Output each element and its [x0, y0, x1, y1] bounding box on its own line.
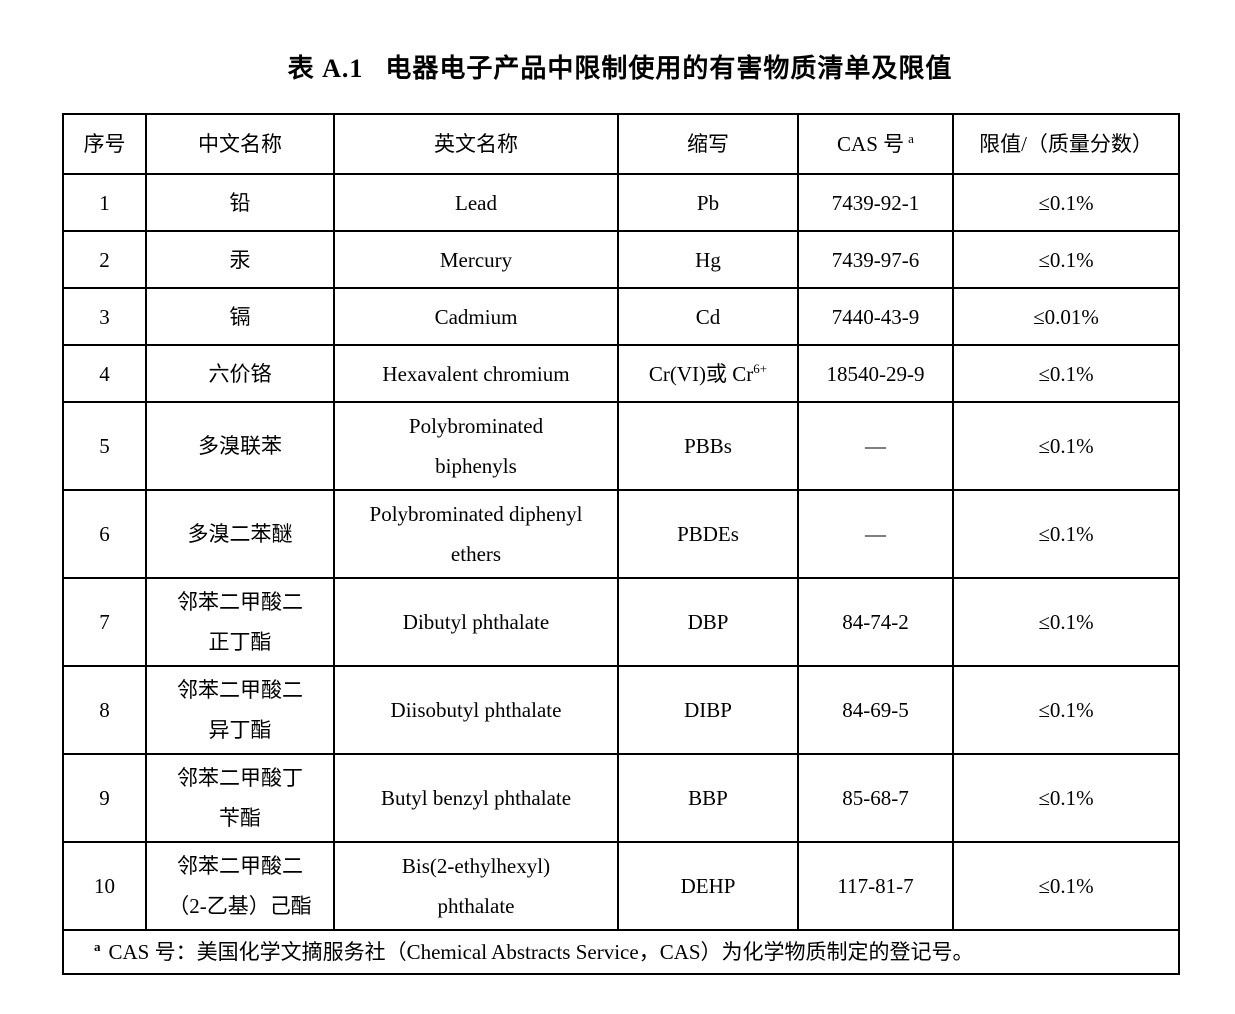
cell-name-en: Lead — [333, 173, 619, 232]
table-body: 1 铅 Lead Pb 7439-92-1 ≤0.1% 2 汞 Mercury Hg 7439-97… — [62, 173, 1180, 931]
footnote-text: CAS 号：美国化学文摘服务社（Chemical Abstracts Servi… — [108, 940, 974, 964]
table-row: 10 邻苯二甲酸二 （2-乙基）己酯 Bis(2-ethylhexyl) phtha… — [62, 841, 1180, 931]
table-row: 7 邻苯二甲酸二 正丁酯 Dibutyl phthalate DBP 84-74-2 ≤0… — [62, 577, 1180, 667]
cell-abbr: DEHP — [617, 841, 799, 931]
cell-no: 3 — [62, 287, 147, 346]
cell-no: 1 — [62, 173, 147, 232]
header-cas-superscript: a — [908, 131, 914, 146]
header-limit: 限值/（质量分数） — [952, 113, 1180, 175]
header-limit-label: 限值/（质量分数） — [979, 132, 1153, 156]
cell-cas: 18540-29-9 — [797, 344, 954, 403]
cell-name-zh: 多溴联苯 — [145, 401, 335, 491]
cell-cas: 7440-43-9 — [797, 287, 954, 346]
cell-name-en: Butyl benzyl phthalate — [333, 753, 619, 843]
header-name-zh-label: 中文名称 — [198, 132, 282, 156]
cell-name-zh: 邻苯二甲酸二 异丁酯 — [145, 665, 335, 755]
cell-limit: ≤0.1% — [952, 753, 1180, 843]
cell-no: 8 — [62, 665, 147, 755]
cell-abbr: PBBs — [617, 401, 799, 491]
document-page: 表 A.1 电器电子产品中限制使用的有害物质清单及限值 序号 中文名称 英文名称 … — [62, 52, 1180, 975]
header-name-en: 英文名称 — [333, 113, 619, 175]
cell-limit: ≤0.1% — [952, 173, 1180, 232]
table-row: 9 邻苯二甲酸丁 苄酯 Butyl benzyl phthalate BBP 85-68… — [62, 753, 1180, 843]
cell-cas: 7439-97-6 — [797, 230, 954, 289]
cell-name-en: Polybrominated biphenyls — [333, 401, 619, 491]
cell-limit: ≤0.1% — [952, 577, 1180, 667]
table-caption-label: 表 A.1 — [287, 54, 364, 83]
cell-limit: ≤0.1% — [952, 401, 1180, 491]
cell-limit: ≤0.1% — [952, 230, 1180, 289]
header-name-en-label: 英文名称 — [434, 132, 518, 156]
cell-name-en: Polybrominated diphenyl ethers — [333, 489, 619, 579]
cell-name-en: Hexavalent chromium — [333, 344, 619, 403]
cell-name-zh: 多溴二苯醚 — [145, 489, 335, 579]
cell-abbr: Pb — [617, 173, 799, 232]
cell-name-zh: 镉 — [145, 287, 335, 346]
table-row: 5 多溴联苯 Polybrominated biphenyls PBBs — ≤0.1% — [62, 401, 1180, 491]
cell-abbr: DIBP — [617, 665, 799, 755]
cell-name-zh: 汞 — [145, 230, 335, 289]
cell-no: 10 — [62, 841, 147, 931]
cell-cas: 7439-92-1 — [797, 173, 954, 232]
table-row: 3 镉 Cadmium Cd 7440-43-9 ≤0.01% — [62, 287, 1180, 346]
cell-limit: ≤0.1% — [952, 489, 1180, 579]
cell-no: 2 — [62, 230, 147, 289]
cell-cas: 85-68-7 — [797, 753, 954, 843]
cell-abbr: BBP — [617, 753, 799, 843]
header-name-zh: 中文名称 — [145, 113, 335, 175]
cell-cas: 84-74-2 — [797, 577, 954, 667]
cell-limit: ≤0.1% — [952, 665, 1180, 755]
cell-abbr: Cr(VI)或 Cr6+ — [617, 344, 799, 403]
cell-cas: — — [797, 401, 954, 491]
header-no: 序号 — [62, 113, 147, 175]
cell-name-zh: 铅 — [145, 173, 335, 232]
table-row: 2 汞 Mercury Hg 7439-97-6 ≤0.1% — [62, 230, 1180, 289]
footnote-row: a CAS 号：美国化学文摘服务社（Chemical Abstracts Serv… — [62, 929, 1180, 975]
cell-no: 9 — [62, 753, 147, 843]
header-abbr: 缩写 — [617, 113, 799, 175]
cell-abbr: Hg — [617, 230, 799, 289]
cell-abbr: Cd — [617, 287, 799, 346]
table-row: 4 六价铬 Hexavalent chromium Cr(VI)或 Cr6+ 18540… — [62, 344, 1180, 403]
cell-name-en: Bis(2-ethylhexyl) phthalate — [333, 841, 619, 931]
cell-abbr: DBP — [617, 577, 799, 667]
cell-limit: ≤0.1% — [952, 344, 1180, 403]
cell-name-zh: 六价铬 — [145, 344, 335, 403]
cell-no: 6 — [62, 489, 147, 579]
header-abbr-label: 缩写 — [687, 132, 729, 156]
cell-no: 7 — [62, 577, 147, 667]
table-caption: 表 A.1 电器电子产品中限制使用的有害物质清单及限值 — [62, 52, 1178, 86]
footnote-marker: a — [94, 939, 101, 954]
table-row: 6 多溴二苯醚 Polybrominated diphenyl ethers PBDE… — [62, 489, 1180, 579]
cell-name-en: Mercury — [333, 230, 619, 289]
table-row: 1 铅 Lead Pb 7439-92-1 ≤0.1% — [62, 173, 1180, 232]
cell-cas: 117-81-7 — [797, 841, 954, 931]
cell-name-en: Cadmium — [333, 287, 619, 346]
header-cas-label: CAS 号 — [837, 132, 905, 156]
cell-no: 5 — [62, 401, 147, 491]
table-row: 8 邻苯二甲酸二 异丁酯 Diisobutyl phthalate DIBP 84-69… — [62, 665, 1180, 755]
cell-cas: 84-69-5 — [797, 665, 954, 755]
table-caption-text: 电器电子产品中限制使用的有害物质清单及限值 — [385, 54, 953, 83]
cell-limit: ≤0.1% — [952, 841, 1180, 931]
cell-name-en: Diisobutyl phthalate — [333, 665, 619, 755]
cell-name-en: Dibutyl phthalate — [333, 577, 619, 667]
cell-no: 4 — [62, 344, 147, 403]
cell-abbr: PBDEs — [617, 489, 799, 579]
header-no-label: 序号 — [83, 132, 126, 156]
cell-abbr-superscript: 6+ — [753, 360, 768, 376]
cell-name-zh: 邻苯二甲酸二 正丁酯 — [145, 577, 335, 667]
footnote-cell: a CAS 号：美国化学文摘服务社（Chemical Abstracts Serv… — [62, 929, 1180, 975]
cell-limit: ≤0.01% — [952, 287, 1180, 346]
table-footer: a CAS 号：美国化学文摘服务社（Chemical Abstracts Serv… — [62, 929, 1180, 975]
cell-name-zh: 邻苯二甲酸丁 苄酯 — [145, 753, 335, 843]
cell-cas: — — [797, 489, 954, 579]
cell-name-zh: 邻苯二甲酸二 （2-乙基）己酯 — [145, 841, 335, 931]
